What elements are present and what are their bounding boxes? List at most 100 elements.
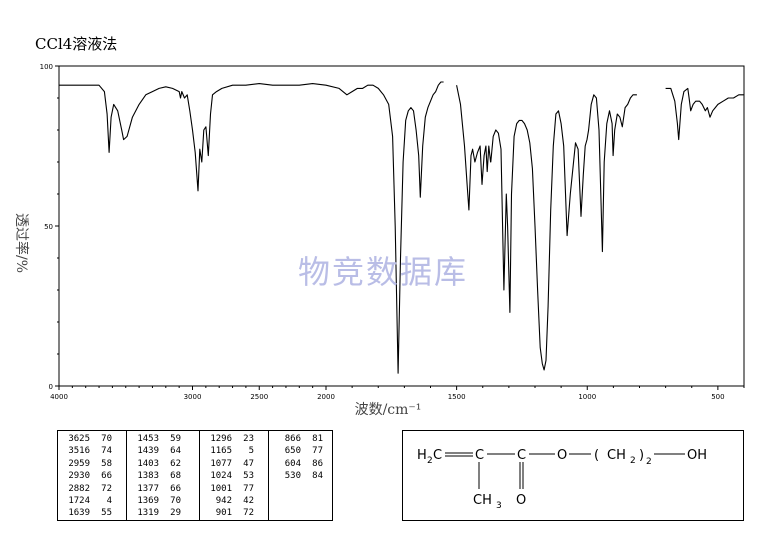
peak-table-row: 2882 72 (58, 483, 126, 495)
x-tick-label: 1000 (578, 393, 596, 401)
peak-wavenumber: 3625 (68, 434, 90, 444)
peak-transmittance: 66 (101, 471, 112, 482)
y-tick-label: 100 (40, 63, 53, 71)
peak-transmittance: 4 (106, 495, 112, 506)
y-axis-title: 透过率/% (13, 213, 30, 273)
peak-table-row: 1319 29 (127, 507, 199, 519)
peak-transmittance: 77 (312, 446, 323, 457)
structure-diagram: H 2 C C C O ( CH 2 ) 2 OH CH 3 O (417, 448, 707, 511)
peak-table-row: 942 42 (200, 495, 268, 507)
struct-ch2-h: H (417, 448, 427, 463)
spectrum-trace (59, 81, 444, 374)
x-tick-label: 2000 (317, 393, 335, 401)
peak-transmittance: 70 (170, 495, 181, 506)
peak-wavenumber: 866 (284, 434, 301, 444)
peak-wavenumber: 2959 (68, 458, 90, 469)
peak-wavenumber: 1403 (137, 458, 159, 469)
peak-transmittance: 72 (101, 483, 112, 494)
x-tick-label: 4000 (50, 393, 68, 401)
y-tick-label: 50 (44, 223, 53, 231)
peak-table-row: 1439 64 (127, 445, 199, 457)
x-tick-label: 2500 (250, 393, 268, 401)
struct-repeat-count: 2 (646, 457, 652, 467)
peak-table-column: 866 81 650 77 604 86 530 84 (268, 431, 332, 520)
struct-ch3: CH (473, 493, 492, 508)
peak-wavenumber: 2882 (68, 483, 90, 494)
peak-transmittance: 74 (101, 446, 112, 457)
struct-ch2-c: C (433, 448, 442, 463)
peak-table-row: 1639 55 (58, 507, 126, 519)
peak-table-row: 1296 23 (200, 433, 268, 445)
struct-ch2-chain-sub: 2 (630, 456, 636, 466)
peak-table-row: 1001 77 (200, 483, 268, 495)
peak-table-row: 1165 5 (200, 445, 268, 457)
tick-layer: 4000 3000 2500 2000 1500 1000 500 0 50 100 (40, 63, 745, 401)
peak-transmittance: 29 (170, 508, 181, 519)
struct-o-carbonyl: O (516, 493, 526, 508)
spectrum-trace (665, 87, 744, 141)
peak-wavenumber: 604 (284, 458, 301, 469)
peak-table-row: 1377 66 (127, 483, 199, 495)
peak-transmittance: 55 (101, 508, 112, 519)
peak-transmittance: 77 (243, 483, 254, 494)
peak-wavenumber: 1369 (137, 495, 159, 506)
peak-wavenumber: 1639 (68, 508, 90, 519)
peak-table-row: 3516 74 (58, 445, 126, 457)
x-tick-label: 1500 (448, 393, 466, 401)
struct-ch2-chain: CH (607, 448, 626, 463)
x-tick-label: 500 (711, 393, 724, 401)
peak-table-column: 1296 23 1165 5 1077 47 1024 53 1001 77 942 42 901 72 (199, 431, 268, 520)
peak-table-row: 604 86 (269, 458, 332, 470)
y-tick-label: 0 (49, 383, 53, 391)
peak-table-row: 1383 68 (127, 470, 199, 482)
struct-ch2-sub: 2 (427, 456, 433, 466)
peak-wavenumber: 1439 (137, 446, 159, 457)
struct-o-ester: O (557, 448, 567, 463)
series-layer (59, 81, 744, 374)
peak-transmittance: 72 (243, 508, 254, 519)
x-axis-title: 波数/cm⁻¹ (355, 402, 422, 418)
peak-wavenumber: 650 (284, 446, 301, 457)
peak-wavenumber: 1077 (210, 458, 232, 469)
peak-table-row: 650 77 (269, 445, 332, 457)
structure-box: H 2 C C C O ( CH 2 ) 2 OH CH 3 O (402, 430, 744, 521)
struct-paren-open: ( (594, 448, 599, 463)
struct-ch3-sub: 3 (496, 501, 502, 511)
peak-wavenumber: 1453 (137, 434, 159, 444)
peak-wavenumber: 530 (284, 471, 301, 482)
peak-wavenumber: 2930 (68, 471, 90, 482)
peak-table-row: 1369 70 (127, 495, 199, 507)
peak-transmittance: 84 (312, 471, 323, 482)
peak-transmittance: 70 (101, 434, 112, 444)
struct-c-carbonyl: C (517, 448, 526, 463)
peak-table-row: 901 72 (200, 507, 268, 519)
peak-transmittance: 86 (312, 458, 323, 469)
peak-table-row: 3625 70 (58, 433, 126, 445)
peak-table-row: 530 84 (269, 470, 332, 482)
peak-table-row: 2959 58 (58, 458, 126, 470)
method-label: CCl4溶液法 (35, 35, 118, 53)
peak-transmittance: 62 (170, 458, 181, 469)
peak-table-column: 3625 70 3516 74 2959 58 2930 66 2882 72 1724 4 1639 5… (58, 431, 126, 520)
spectrum-trace (456, 85, 637, 371)
watermark: 物竞数据库 (298, 253, 468, 291)
peak-transmittance: 47 (243, 458, 254, 469)
peak-wavenumber: 942 (215, 495, 232, 506)
peak-transmittance: 5 (248, 446, 254, 457)
peak-table-row: 2930 66 (58, 470, 126, 482)
peak-table-row: 1724 4 (58, 495, 126, 507)
struct-c-alpha: C (475, 448, 484, 463)
peak-wavenumber: 1383 (137, 471, 159, 482)
peak-transmittance: 81 (312, 434, 323, 444)
struct-paren-close: ) (639, 448, 644, 463)
peak-transmittance: 64 (170, 446, 181, 457)
peak-table: 3625 70 3516 74 2959 58 2930 66 2882 72 1724 4 1639 5… (57, 430, 333, 521)
peak-wavenumber: 1319 (137, 508, 159, 519)
peak-transmittance: 59 (170, 434, 181, 444)
x-tick-label: 3000 (184, 393, 202, 401)
peak-table-row: 1077 47 (200, 458, 268, 470)
peak-wavenumber: 1296 (210, 434, 232, 444)
peak-transmittance: 58 (101, 458, 112, 469)
struct-oh: OH (687, 448, 707, 463)
